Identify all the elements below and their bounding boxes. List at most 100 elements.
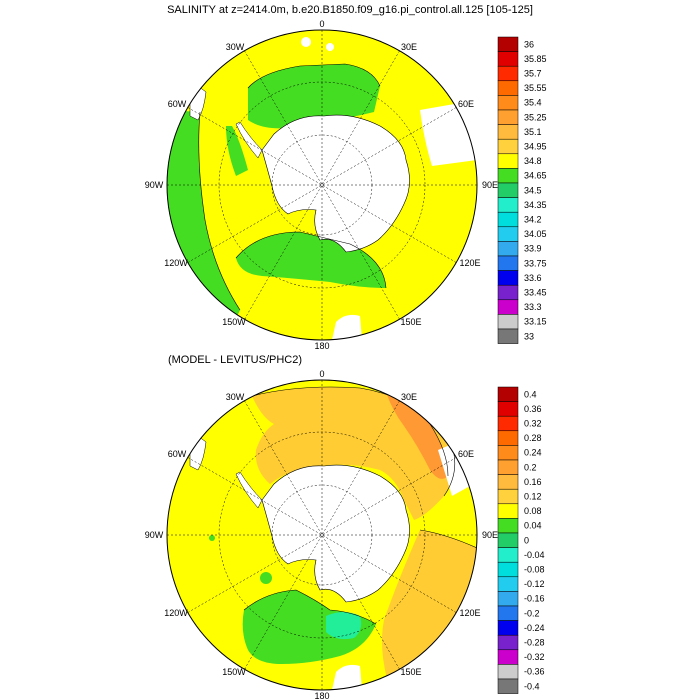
top-colorbar-swatch [497, 138, 519, 155]
bottom-antarctica [261, 464, 410, 603]
bottom-panel-title: (MODEL - LEVITUS/PHC2) [168, 354, 302, 366]
bottom-colorbar-swatch [497, 459, 519, 475]
lon-label-90e: 90E [482, 180, 498, 190]
lon-label-180: 180 [314, 341, 329, 351]
bottom-colorbar-swatch [497, 591, 519, 607]
bottom-graticule [167, 380, 477, 690]
top-colorbar-label: 35.7 [524, 69, 542, 79]
bottom-colorbar-label: 0.2 [524, 462, 537, 472]
bottom-colorbar-label: 0 [524, 535, 529, 545]
lon-label-90w: 90W [145, 180, 164, 190]
bottom-colorbar-swatch [497, 547, 519, 563]
bottom-colorbar-swatch [497, 532, 519, 548]
bottom-colorbar-label: 0.36 [524, 404, 542, 414]
top-colorbar-swatch [497, 95, 519, 111]
lon-label-120e: 120E [459, 608, 480, 618]
lon-label-150w: 150W [222, 667, 246, 677]
top-colorbar-label: 34.05 [524, 229, 547, 239]
bottom-colorbar-label: 0.16 [524, 477, 542, 487]
top-contour [235, 231, 387, 289]
bottom-colorbar-swatch [497, 649, 519, 665]
bottom-colorbar-label: 0.32 [524, 419, 542, 429]
lon-label-150e: 150E [400, 317, 421, 327]
top-peninsula-land [235, 121, 263, 159]
top-colorbar-swatch [497, 124, 519, 140]
top-colorbar-swatch [497, 168, 519, 184]
lon-label-30e: 30E [401, 392, 417, 402]
top-colorbar-label: 34.35 [524, 200, 547, 210]
top-map-border [166, 29, 478, 341]
bottom-colorbar-swatch [497, 605, 519, 621]
top-colorbar-label: 34.2 [524, 215, 542, 225]
top-colorbar-swatch [497, 153, 519, 169]
bottom-orange-patch [386, 392, 448, 479]
top-nz-white [332, 314, 362, 340]
bottom-colorbar-label: 0.4 [524, 389, 537, 399]
top-colorbar-label: 35.85 [524, 54, 547, 64]
top-colorbar-swatch [497, 197, 519, 213]
lon-label-30w: 30W [226, 392, 245, 402]
bottom-colorbar-swatch [497, 518, 519, 534]
top-colorbar-label: 33.75 [524, 258, 547, 268]
lon-label-90e: 90E [482, 530, 498, 540]
bottom-colorbar-label: 0.04 [524, 521, 542, 531]
bottom-green-spot [209, 535, 215, 541]
bottom-nz-white [332, 664, 362, 690]
bottom-colorbar-swatch [497, 678, 519, 694]
lon-label-60w: 60W [168, 99, 187, 109]
lon-label-180: 180 [314, 691, 329, 700]
lon-label-150w: 150W [222, 317, 246, 327]
top-contour [247, 63, 381, 89]
top-colorbar: 36 35.85 35.7 35.55 35.4 35.25 35.1 34.95 34.8 34… [497, 36, 547, 344]
top-green-peninsula [226, 126, 248, 176]
lon-label-0: 0 [319, 369, 324, 379]
bottom-colorbar-label: 0.12 [524, 492, 542, 502]
lon-label-90w: 90W [145, 530, 164, 540]
top-ice-spot [326, 43, 334, 51]
top-antarctica [261, 114, 410, 253]
bottom-peninsula-land [235, 471, 263, 509]
top-colorbar-swatch [497, 51, 519, 67]
top-colorbar-label: 35.1 [524, 127, 542, 137]
top-panel-title: SALINITY at z=2414.0m, b.e20.B1850.f09_g… [167, 4, 533, 16]
top-colorbar-swatch [497, 299, 519, 315]
top-colorbar-label: 33.3 [524, 302, 542, 312]
top-colorbar-label: 33.6 [524, 273, 542, 283]
bottom-colorbar-label: -0.12 [524, 579, 545, 589]
lon-label-60e: 60E [458, 99, 474, 109]
lon-label-120w: 120W [164, 608, 188, 618]
bottom-colorbar-label: 0.08 [524, 506, 542, 516]
bottom-colorbar-swatch [497, 664, 519, 680]
top-colorbar-label: 36 [524, 39, 534, 49]
bottom-colorbar-label: -0.08 [524, 565, 545, 575]
top-colorbar-swatch [497, 182, 519, 198]
top-colorbar-swatch [497, 284, 519, 301]
bottom-colorbar-label: -0.36 [524, 667, 545, 677]
bottom-map-border [166, 379, 478, 691]
bottom-colorbar-swatch [497, 415, 519, 432]
top-colorbar-label: 34.95 [524, 142, 547, 152]
bottom-mint-patch [326, 612, 362, 640]
top-map: 0 30E 60E 90E 120E 150E 180 150W 120W 90… [145, 19, 498, 351]
lon-label-60e: 60E [458, 449, 474, 459]
lon-label-120e: 120E [459, 258, 480, 268]
bottom-colorbar-label: 0.24 [524, 448, 542, 458]
lon-label-120w: 120W [164, 258, 188, 268]
bottom-colorbar-label: -0.32 [524, 652, 545, 662]
top-colorbar-swatch [497, 255, 519, 271]
bottom-colorbar-swatch [497, 576, 519, 592]
bottom-longitude-labels: 0 30E 60E 90E 120E 150E 180 150W 120W 90… [145, 369, 498, 700]
bottom-colorbar-swatch [497, 620, 519, 636]
bottom-colorbar-label: -0.2 [524, 608, 540, 618]
bottom-colorbar-swatch [497, 488, 519, 505]
top-colorbar-label: 33.15 [524, 317, 547, 327]
bottom-colorbar-swatch [497, 386, 519, 402]
top-colorbar-swatch [497, 241, 519, 257]
lon-label-30e: 30E [401, 42, 417, 52]
top-colorbar-swatch [497, 211, 519, 228]
bottom-colorbar: 0.4 0.36 0.32 0.28 0.24 0.2 0.16 0.12 0.08 0.04 0 -… [497, 386, 545, 694]
top-graticule [167, 30, 477, 340]
top-colorbar-label: 35.25 [524, 112, 547, 122]
bottom-colorbar-label: -0.04 [524, 550, 545, 560]
